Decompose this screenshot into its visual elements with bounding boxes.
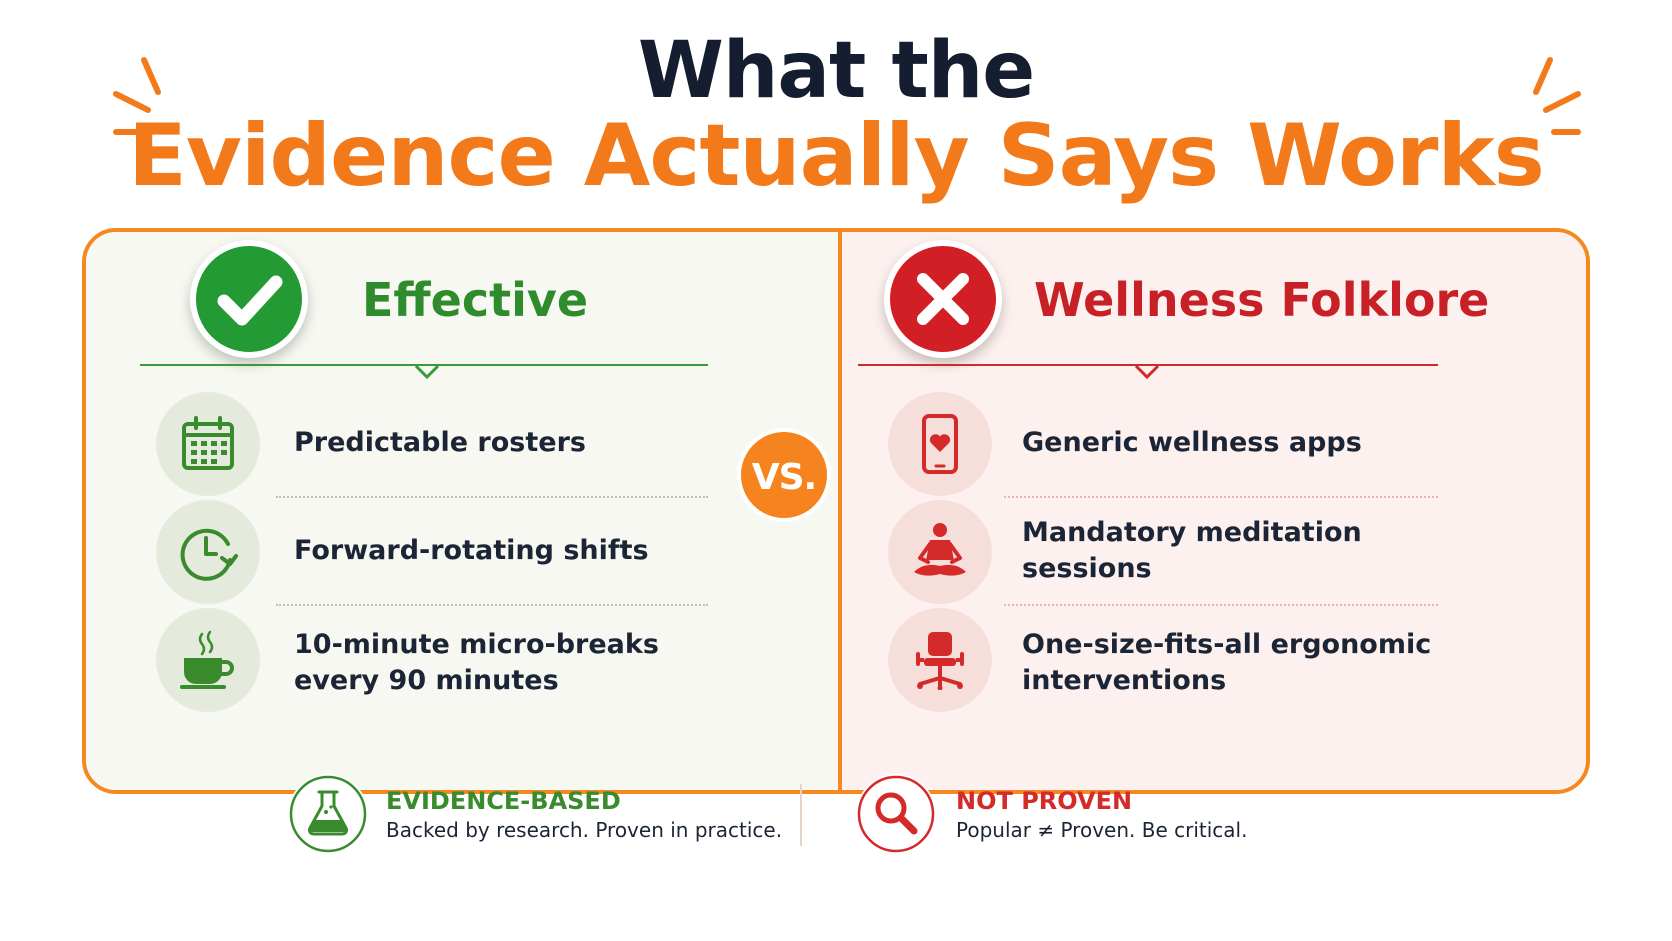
footer-separator xyxy=(800,784,802,846)
magnifier-icon xyxy=(857,775,935,853)
evidence-based-subtext: Backed by research. Proven in practice. xyxy=(386,818,783,842)
folklore-item-2-line-2: sessions xyxy=(1022,553,1152,584)
flask-icon xyxy=(289,775,367,853)
dotted-separator xyxy=(1004,496,1438,498)
folklore-heading: Wellness Folklore xyxy=(1034,273,1490,327)
coffee-cup-icon xyxy=(180,630,234,689)
checkmark-icon xyxy=(217,275,283,326)
effective-item-2: Forward-rotating shifts xyxy=(294,535,649,566)
burst-lines-left-icon xyxy=(113,57,161,135)
meditation-badge xyxy=(888,500,992,604)
cross-icon xyxy=(917,273,969,325)
calendar-badge xyxy=(156,392,260,496)
folklore-item-1: Generic wellness apps xyxy=(1022,427,1362,458)
folklore-item-3-line-1: One-size-fits-all ergonomic xyxy=(1022,629,1432,660)
versus-badge: VS. xyxy=(737,428,831,522)
effective-item-3-line-2: every 90 minutes xyxy=(294,665,559,696)
title-line-1: What the xyxy=(637,26,1035,116)
dotted-separator xyxy=(276,604,708,606)
folklore-badge xyxy=(884,240,1002,358)
coffee-badge xyxy=(156,608,260,712)
calendar-icon xyxy=(182,416,234,470)
effective-item-3-line-1: 10-minute micro-breaks xyxy=(294,629,659,660)
chair-badge xyxy=(888,608,992,712)
phone-heart-icon xyxy=(922,414,958,474)
dotted-separator xyxy=(276,496,708,498)
office-chair-icon xyxy=(916,632,964,690)
burst-lines-right-icon xyxy=(1533,57,1581,135)
not-proven-subtext: Popular ≠ Proven. Be critical. xyxy=(956,818,1248,842)
evidence-badge xyxy=(288,774,368,854)
effective-notch xyxy=(414,364,440,380)
not-proven-badge xyxy=(856,774,936,854)
effective-item-1: Predictable rosters xyxy=(294,427,586,458)
dotted-separator xyxy=(1004,604,1438,606)
effective-heading: Effective xyxy=(362,273,589,327)
folklore-underline xyxy=(858,364,1438,366)
title-line-2: Evidence Actually Says Works xyxy=(128,106,1545,206)
phone-badge xyxy=(888,392,992,496)
column-divider xyxy=(838,232,842,790)
clock-forward-icon xyxy=(180,528,238,581)
effective-badge xyxy=(190,240,308,358)
effective-underline xyxy=(140,364,708,366)
not-proven-heading: NOT PROVEN xyxy=(956,787,1133,815)
folklore-notch xyxy=(1134,364,1160,380)
evidence-based-heading: EVIDENCE-BASED xyxy=(386,787,621,815)
meditation-icon xyxy=(914,523,966,576)
folklore-item-2-line-1: Mandatory meditation xyxy=(1022,517,1362,548)
clock-badge xyxy=(156,500,260,604)
folklore-item-3-line-2: interventions xyxy=(1022,665,1227,696)
